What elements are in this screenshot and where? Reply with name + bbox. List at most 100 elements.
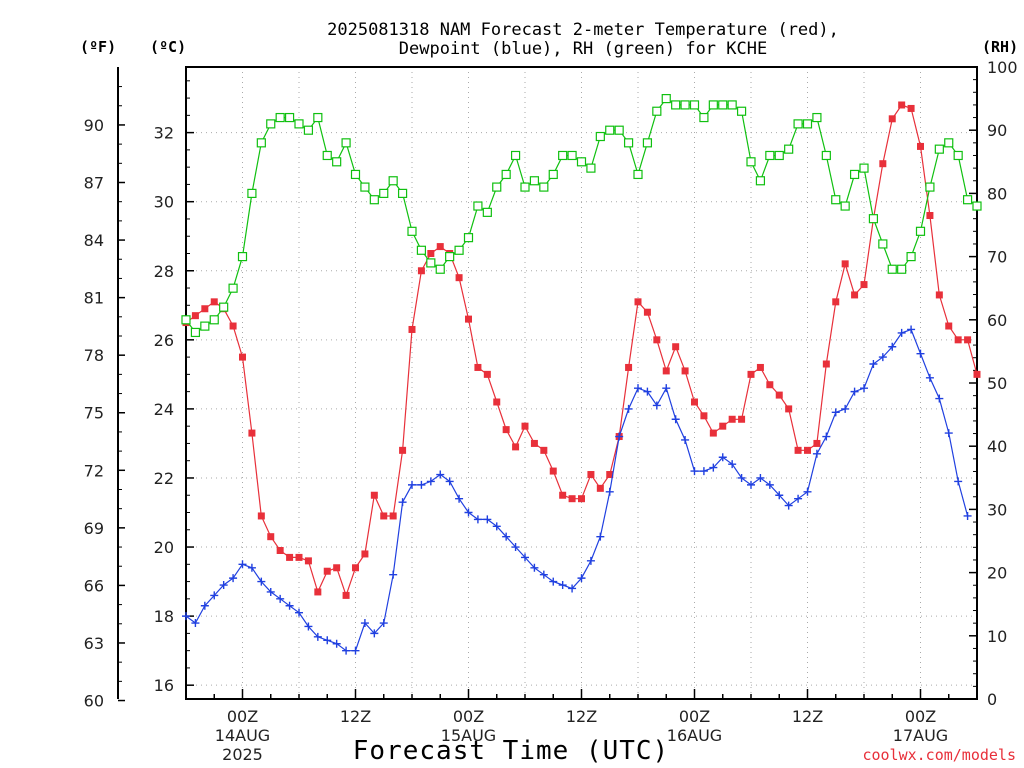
rh-point [859, 163, 869, 173]
rh-point [972, 201, 982, 211]
dewpoint-point [191, 619, 200, 628]
temperature-point [342, 591, 350, 599]
temperature-point [239, 353, 246, 361]
dewpoint-point [219, 581, 228, 590]
temperature-point [653, 336, 661, 344]
rh-point [492, 182, 502, 192]
x-tick-label: 12Z [340, 707, 371, 726]
rh-point [962, 195, 973, 205]
dewpoint-point [417, 480, 426, 489]
dewpoint-point [313, 632, 322, 641]
temperature-point [587, 471, 595, 479]
dewpoint-point [671, 415, 680, 424]
rh-point [228, 283, 238, 293]
rh-point [595, 131, 605, 142]
dewpoint-point [276, 594, 285, 603]
temperature-point [210, 298, 218, 306]
rh-point [341, 138, 351, 148]
fahrenheit-tick-label: 66 [84, 576, 104, 595]
rh-point [765, 150, 775, 161]
dewpoint-point [332, 639, 341, 648]
dewpoint-point [549, 577, 558, 586]
rh-point [812, 112, 822, 123]
axes: 60 63 66 69 72 75 78 81 84 87 90 16 18 20 22 24 26 28 30 32… [84, 58, 1018, 764]
fahrenheit-tick-label: 72 [84, 461, 104, 480]
rh-point [614, 125, 624, 135]
rh-point [944, 138, 954, 148]
x-tick-label: 00Z [453, 707, 484, 726]
temperature-point [427, 249, 435, 257]
temperature-point [455, 274, 463, 282]
rh-point [266, 119, 276, 129]
celsius-unit-label: (ºC) [150, 38, 186, 56]
temperature-point [257, 512, 265, 520]
x-tick-label: 12Z [792, 707, 823, 726]
fahrenheit-tick-label: 63 [84, 634, 104, 653]
temperature-point [738, 415, 746, 423]
temperature-point [248, 429, 256, 437]
rh-point [482, 207, 492, 217]
x-tick-label: 00Z [227, 707, 258, 726]
temperature-point [201, 305, 209, 313]
rh-tick-label: 100 [987, 58, 1018, 77]
dewpoint-point [699, 467, 708, 476]
rh-tick-label: 10 [987, 627, 1007, 646]
temperature-point [794, 446, 802, 454]
dewpoint-point [483, 515, 492, 524]
dewpoint-point [652, 401, 661, 410]
temperature-point [747, 370, 755, 378]
rh-point [840, 201, 850, 211]
dewpoint-point [794, 494, 803, 503]
dewpoint-point [737, 473, 746, 482]
temperature-point [898, 101, 906, 109]
temperature-point [286, 553, 294, 561]
dewpoint-point [586, 556, 595, 565]
rh-series [181, 93, 982, 338]
rh-point [708, 100, 718, 110]
rh-point [548, 169, 558, 180]
rh-point [426, 258, 436, 268]
celsius-tick-label: 22 [154, 469, 174, 488]
celsius-tick-label: 16 [154, 676, 174, 695]
temperature-point [474, 363, 482, 371]
rh-point [868, 214, 879, 224]
x-tick-label: 12Z [566, 707, 597, 726]
dewpoint-point [238, 560, 247, 569]
rh-point [887, 264, 897, 274]
temperature-point [578, 495, 585, 503]
rh-point [539, 182, 549, 192]
dewpoint-point [539, 570, 548, 579]
dewpoint-point [182, 612, 190, 621]
rh-point [878, 239, 888, 249]
dewpoint-point [963, 511, 972, 520]
dewpoint-line [185, 328, 969, 652]
temperature-point [399, 446, 407, 454]
dewpoint-point [925, 373, 934, 382]
temperature-point [841, 260, 849, 268]
dewpoint-point [200, 601, 209, 610]
rh-point [802, 119, 813, 129]
dewpoint-point [445, 477, 454, 486]
temperature-point [926, 212, 934, 220]
dewpoint-point [765, 480, 774, 489]
rh-point [313, 112, 323, 123]
x-tick-year: 2025 [222, 745, 263, 764]
rh-tick-label: 70 [987, 248, 1007, 267]
dewpoint-point [643, 387, 652, 396]
rh-point [209, 315, 219, 325]
temperature-point [465, 315, 472, 323]
dewpoint-point [304, 622, 313, 631]
fahrenheit-tick-label: 90 [84, 116, 104, 135]
dewpoint-point [323, 636, 332, 645]
dewpoint-point [690, 467, 699, 476]
temperature-point [596, 484, 604, 492]
rh-point [237, 252, 248, 262]
temperature-point [945, 322, 953, 330]
temperature-point [766, 381, 774, 389]
temperature-point [229, 322, 237, 330]
celsius-tick-label: 30 [154, 193, 174, 212]
rh-point [897, 264, 907, 274]
temperature-point [775, 391, 783, 399]
temperature-point [417, 267, 425, 275]
dewpoint-point [426, 477, 435, 486]
